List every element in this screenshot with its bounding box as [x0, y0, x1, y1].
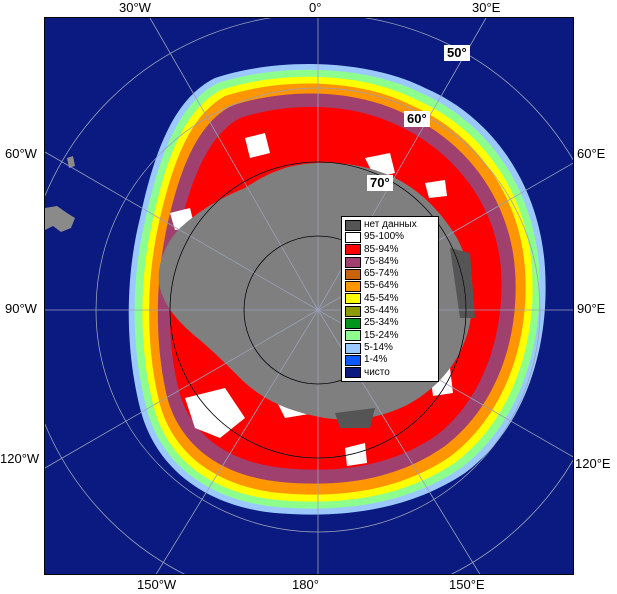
legend-label: 75-84% — [364, 255, 399, 267]
legend-label: 35-44% — [364, 305, 399, 317]
legend-item: 75-84% — [345, 256, 435, 268]
legend-item: чисто — [345, 367, 435, 379]
ice-patch-white — [245, 133, 270, 158]
legend-label: 15-24% — [364, 329, 399, 341]
legend-swatch — [345, 354, 361, 366]
lon-label-120e: 120°E — [575, 456, 611, 471]
lon-label-0: 0° — [309, 0, 322, 15]
legend-item: 15-24% — [345, 330, 435, 342]
lat-label-70: 70° — [367, 175, 393, 191]
legend-item: 45-54% — [345, 293, 435, 305]
legend-item: 65-74% — [345, 268, 435, 280]
legend-label: 25-34% — [364, 317, 399, 329]
legend-item: 25-34% — [345, 317, 435, 330]
legend-rows: нет данных 95-100% 85-94% 75-84% 65-74% 55-64… — [345, 219, 435, 379]
legend-item: нет данных — [345, 219, 435, 231]
sea-ice-map — [44, 17, 574, 575]
lon-label-30e: 30°E — [472, 0, 501, 15]
legend-swatch — [345, 305, 361, 317]
legend-label: чисто — [364, 366, 390, 378]
legend-swatch — [345, 219, 361, 231]
legend-swatch — [345, 256, 361, 268]
legend-label: 65-74% — [364, 268, 399, 280]
legend-swatch — [345, 231, 361, 243]
lon-label-150w: 150°W — [137, 577, 177, 592]
lon-label-60w: 60°W — [5, 146, 37, 161]
legend-item: 5-14% — [345, 342, 435, 354]
no-data-area — [450, 248, 475, 318]
legend-label: 55-64% — [364, 280, 399, 292]
legend-label: нет данных — [364, 219, 417, 230]
legend-swatch — [345, 281, 361, 293]
legend-label: 95-100% — [364, 231, 405, 243]
ice-patch-white — [425, 180, 447, 198]
lon-label-60e: 60°E — [577, 146, 606, 161]
lat-label-60: 60° — [404, 111, 430, 127]
legend-swatch — [345, 318, 361, 330]
lon-label-120w: 120°W — [0, 451, 40, 466]
legend-swatch — [345, 244, 361, 256]
lon-label-180: 180° — [292, 577, 319, 592]
concentration-legend: нет данных 95-100% 85-94% 75-84% 65-74% 55-64… — [341, 216, 439, 382]
legend-label: 45-54% — [364, 292, 399, 304]
legend-label: 85-94% — [364, 243, 399, 255]
legend-item: 95-100% — [345, 231, 435, 243]
legend-item: 85-94% — [345, 244, 435, 256]
land-fragment-left — [45, 206, 75, 232]
lon-label-150e: 150°E — [449, 577, 485, 592]
legend-label: 1-4% — [364, 354, 388, 366]
legend-swatch — [345, 268, 361, 280]
legend-label: 5-14% — [364, 341, 393, 353]
map-canvas — [45, 18, 573, 574]
no-data-area — [335, 408, 375, 428]
legend-item: 55-64% — [345, 280, 435, 293]
legend-item: 1-4% — [345, 354, 435, 366]
legend-swatch — [345, 293, 361, 305]
lon-label-90w: 90°W — [5, 301, 37, 316]
land-fragment-left-small — [67, 156, 75, 168]
ice-patch-white — [185, 388, 245, 438]
lon-label-30w: 30°W — [119, 0, 151, 15]
legend-swatch — [345, 342, 361, 354]
lon-label-90e: 90°E — [577, 301, 606, 316]
legend-swatch — [345, 330, 361, 342]
legend-item: 35-44% — [345, 305, 435, 317]
lat-label-50: 50° — [444, 45, 470, 61]
ice-patch-white — [345, 443, 367, 466]
legend-swatch — [345, 367, 361, 379]
